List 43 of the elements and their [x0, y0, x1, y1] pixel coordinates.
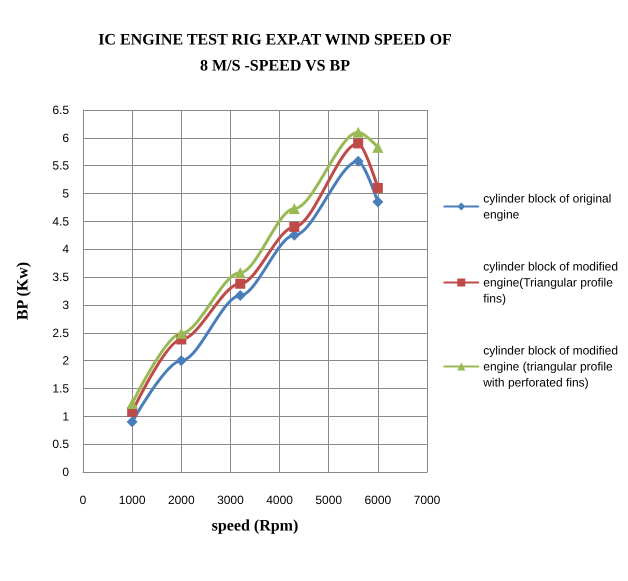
x-tick-label: 1000: [118, 493, 146, 507]
y-tick-label: 5.5: [52, 158, 70, 173]
point: [372, 142, 384, 153]
point: [352, 126, 364, 138]
y-tick-label: 4.5: [52, 214, 70, 228]
y-tick-label: 5: [62, 186, 70, 201]
y-tick-label: 4: [62, 242, 70, 256]
x-tick-label: 0: [80, 493, 87, 507]
legend-label: cylinder block of modified engine (triangular profile with perforated fins): [482, 344, 618, 390]
y-tick-label: 3.5: [52, 270, 70, 284]
x-tick-label: 6000: [364, 493, 392, 507]
legend-label: cylinder block of original engine: [483, 192, 612, 222]
point: [288, 203, 300, 214]
point: [126, 398, 138, 409]
point: [234, 267, 246, 278]
x-axis-title: speed (Rpm): [212, 518, 298, 534]
y-tick-label: 0: [62, 465, 70, 479]
y-tick-label: 6.5: [52, 103, 70, 117]
point: [126, 416, 138, 428]
point: [289, 222, 300, 232]
y-tick-label: 6: [62, 130, 70, 145]
point: [353, 138, 364, 148]
point: [372, 182, 383, 193]
x-tick-label: 2000: [168, 493, 195, 507]
y-axis-title: BP (Kw): [14, 262, 32, 320]
y-tick-label: 1: [62, 409, 70, 424]
point: [372, 196, 384, 208]
point: [234, 290, 246, 301]
x-tick-label: 5000: [315, 493, 342, 507]
point: [176, 328, 187, 339]
y-tick-label: 0.5: [52, 437, 70, 452]
y-tick-label: 3: [62, 298, 70, 312]
point: [176, 355, 187, 366]
x-tick-label: 3000: [217, 493, 244, 507]
point: [235, 278, 246, 289]
x-tick-label: 4000: [266, 493, 294, 507]
legend-label: cylinder block of modified engine(Triangular profile fins): [483, 260, 618, 306]
y-tick-label: 1.5: [52, 381, 70, 396]
point: [352, 156, 364, 167]
x-tick-label: 7000: [414, 493, 441, 507]
y-tick-label: 2: [62, 354, 70, 368]
y-tick-label: 2.5: [52, 326, 70, 340]
chart-title: IC ENGINE TEST RIG EXP.AT WIND SPEED OF 8 M/S -SPEED VS BP: [98, 32, 452, 74]
